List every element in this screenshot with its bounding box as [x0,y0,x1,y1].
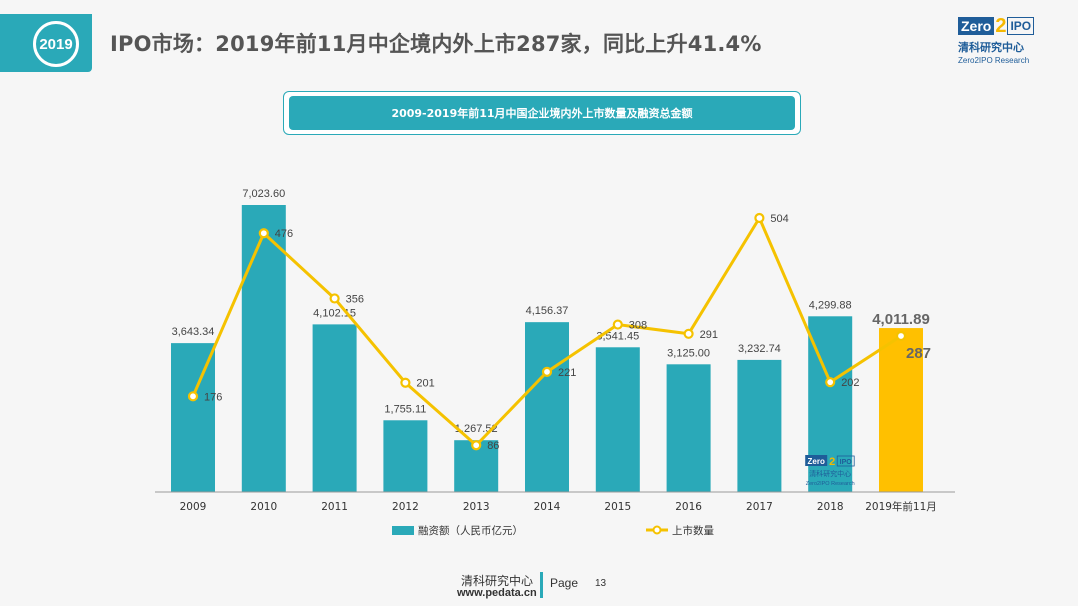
logo-cn: 清科研究中心 [958,41,1024,54]
bar-value-label: 3,125.00 [667,347,710,359]
x-tick-label: 2009 [180,501,207,513]
bar-value-label: 3,643.34 [172,326,215,338]
watermark-cn: 清科研究中心 [809,469,851,478]
watermark-zero: Zero [808,457,825,466]
watermark-ipo-box [836,455,855,467]
bar [595,347,640,492]
logo-two: 2 [995,15,1007,37]
line-point [541,366,553,377]
zero2ipo-logo: Zero 2 IPO 清科研究中心 Zero2IPO Research [958,16,1044,66]
footer-divider [540,572,543,598]
watermark-en: Zero2IPO Research [806,481,855,487]
line-point [895,330,907,342]
footer-page-label: Page [550,576,579,590]
footer-page-number: 13 [595,578,607,589]
bar [241,205,286,492]
line-value-label: 287 [906,345,931,362]
chart-subtitle: 2009-2019年前11月中国企业境内外上市数量及融资总金额 [289,96,795,130]
year-badge: 2019 [33,21,79,67]
footer-url: www.pedata.cn [457,587,537,599]
line-point [825,377,836,388]
bar-value-label: 1,755.11 [384,403,426,415]
line-point [471,440,482,451]
line-value-label: 476 [275,228,293,240]
bar [171,343,215,492]
logo-ipo: IPO [1007,17,1035,35]
line-value-label: 308 [629,320,647,332]
bar [737,359,782,492]
bar-value-label: 3,232.74 [738,343,781,355]
x-tick-label: 2013 [463,501,490,513]
bar-value-label: 4,156.37 [526,305,569,317]
line-point [400,377,411,388]
x-tick-label: 2011 [321,501,348,513]
bar-value-label: 7,023.60 [242,188,285,200]
x-tick-label: 2014 [534,501,561,513]
line-point [187,391,199,402]
line-value-label: 504 [770,213,788,225]
line-point [754,212,765,224]
watermark-ipo: IPO [840,459,853,466]
legend-line-label: 上市数量 [672,524,714,537]
bar [666,364,711,492]
x-tick-label: 2019年前11月 [865,500,937,513]
line-point [329,293,340,304]
line-value-label: 291 [700,329,718,341]
logo-zero: Zero [958,17,995,35]
line-point [258,228,269,239]
line-value-label: 86 [487,440,499,452]
line-value-label: 176 [204,391,222,403]
legend-bar-swatch [392,526,414,535]
logo-en: Zero2IPO Research [958,56,1030,65]
watermark-two: 2 [829,456,835,468]
line-point [683,328,694,339]
bar [312,324,357,492]
line-point [612,319,623,330]
legend-line-marker [652,525,662,535]
watermark-zero-box [805,455,828,466]
line-value-label: 202 [841,377,859,389]
x-tick-label: 2016 [675,501,702,513]
x-tick-label: 2015 [604,501,631,513]
line-value-label: 356 [346,293,364,305]
bar [525,322,569,492]
x-tick-label: 2018 [817,501,844,513]
x-tick-label: 2017 [746,501,773,513]
x-tick-label: 2012 [392,501,419,513]
x-tick-label: 2010 [250,501,277,513]
legend-bar-label: 融资额（人民币亿元） [418,524,523,537]
page-title: IPO市场：2019年前11月中企境内外上市287家，同比上升41.4% [110,32,762,56]
bar-value-label: 4,011.89 [872,311,930,328]
line-value-label: 221 [558,367,576,379]
bar [879,328,923,492]
line-value-label: 201 [416,378,434,390]
bar-value-label: 4,299.88 [809,299,852,311]
footer-org: 清科研究中心 [461,574,534,588]
bar [383,420,428,492]
